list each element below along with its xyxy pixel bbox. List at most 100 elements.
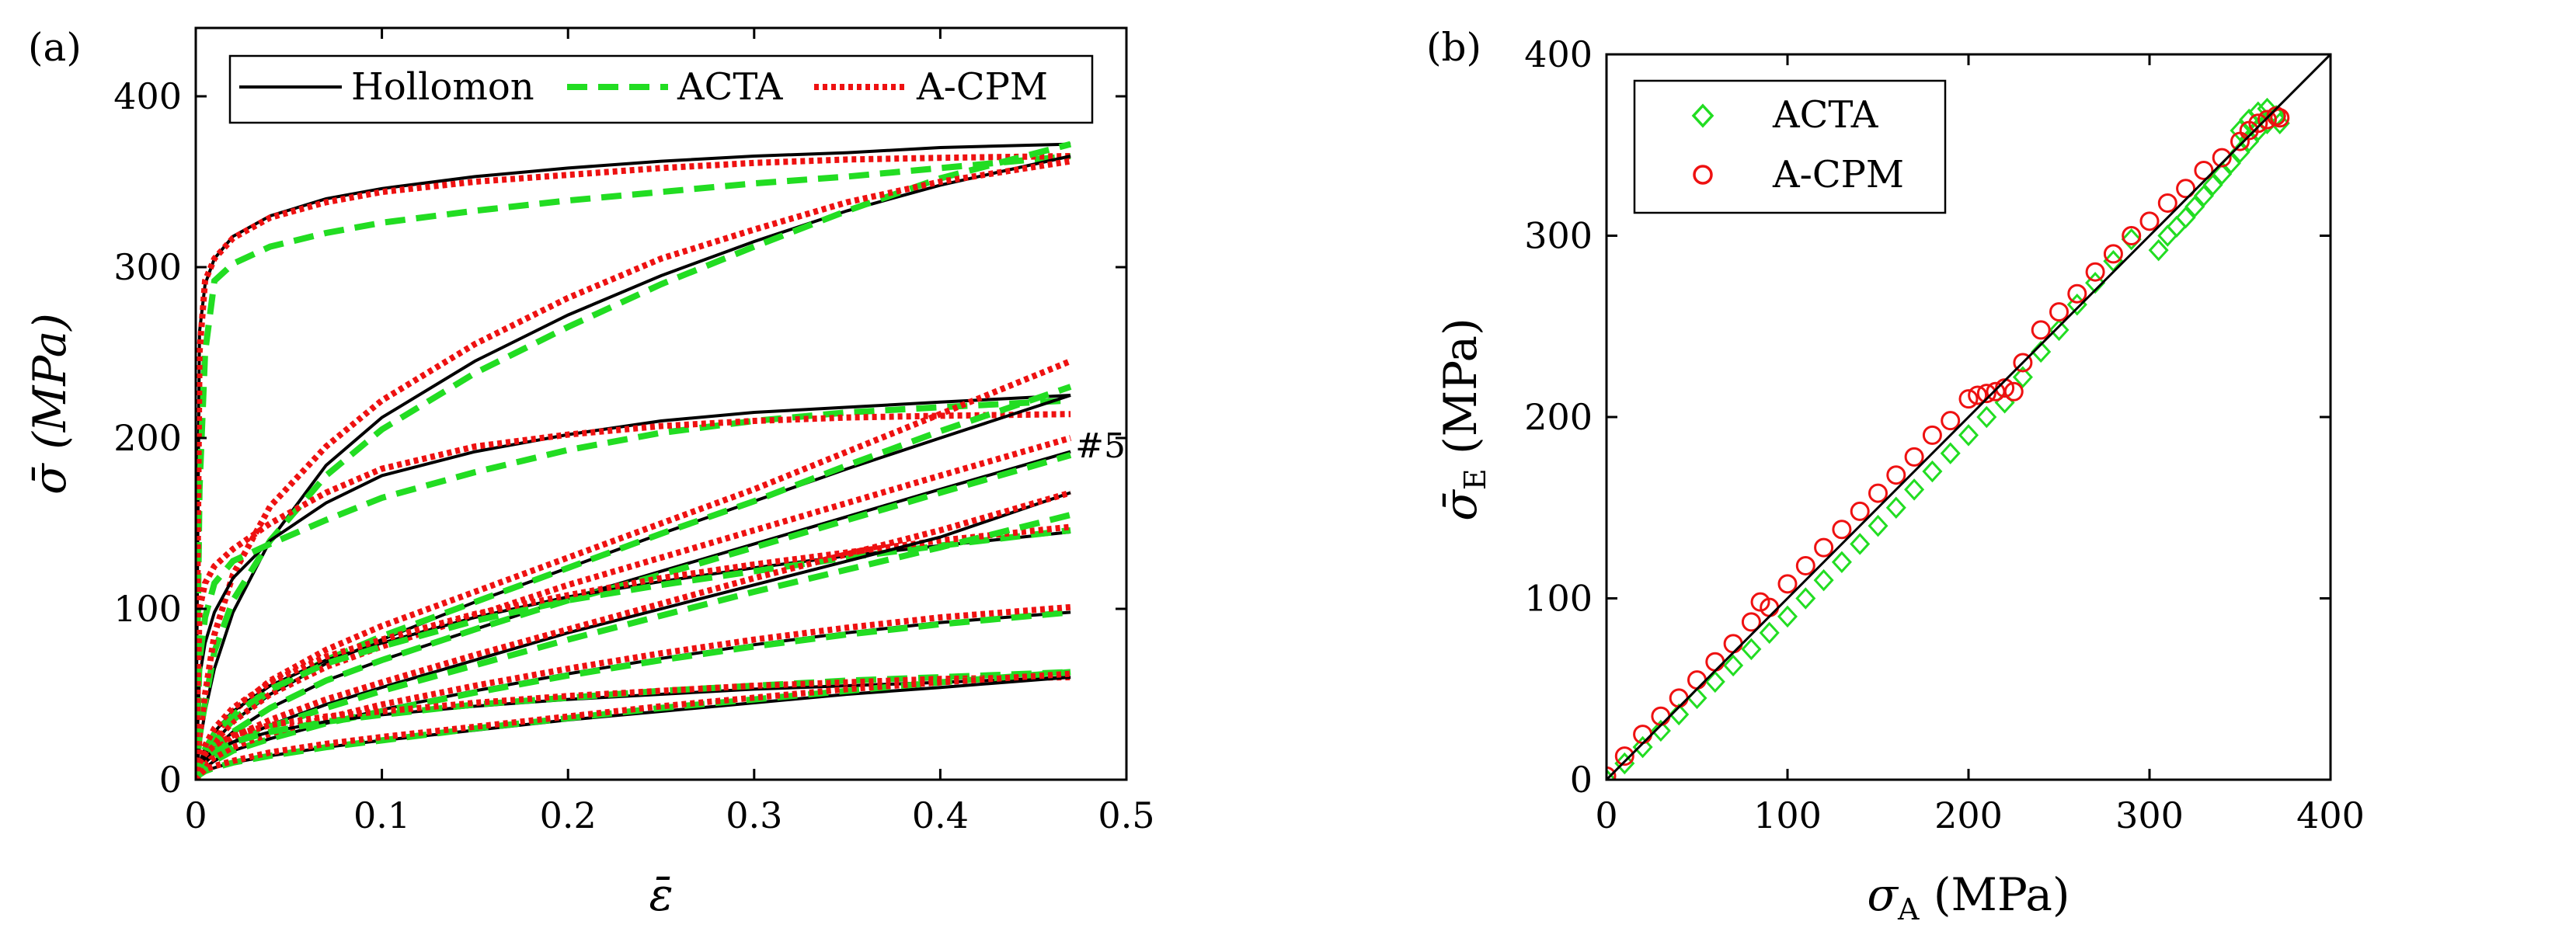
panel-b-legend-box: [1633, 79, 1947, 214]
acta-point: [1885, 496, 1906, 519]
acpm-line-5: [196, 435, 1072, 780]
acta-point: [2230, 119, 2251, 142]
acpm-point: [2157, 193, 2177, 213]
acpm-point: [1850, 501, 1870, 521]
acpm-line-3: [196, 411, 1071, 780]
acpm-point: [2194, 160, 2214, 180]
acta-point: [2269, 112, 2290, 134]
acpm-point: [1795, 555, 1815, 575]
acta-point: [2012, 366, 2033, 388]
acpm-line-7: [196, 489, 1072, 780]
acpm-point: [1922, 425, 1942, 445]
acta-point: [1687, 687, 1707, 710]
acpm-line-2: [196, 158, 1071, 780]
acta-point: [1704, 670, 1725, 694]
panel-a-annotation-curve-5: #5: [1075, 426, 1126, 466]
acta-point: [2175, 206, 2196, 229]
panel-a-ytick-label: 400: [113, 75, 182, 117]
acpm-point: [1958, 389, 1979, 409]
acpm-point: [1941, 411, 1961, 431]
panel-b-xlabel: σA (MPa): [1867, 868, 2070, 926]
acpm-point: [2139, 211, 2160, 231]
panel-a-ytick-label: 300: [113, 246, 182, 288]
panel-a-axes-box: [194, 26, 1128, 781]
panel-b-legend: ACTA A-CPM: [1633, 79, 1947, 214]
acpm-point: [1777, 574, 1798, 594]
acpm-point: [2049, 302, 2069, 322]
acta-line-1: [196, 153, 1071, 780]
acta-point: [1813, 568, 1834, 592]
panel-a-ytick-label: 200: [113, 417, 182, 459]
acpm-line-1: [196, 153, 1071, 780]
panel-b-xtick-label: 300: [2115, 794, 2184, 836]
panel-b-points: [1607, 54, 2331, 780]
acpm-point: [2212, 148, 2232, 168]
acpm-point: [2085, 262, 2105, 282]
panel-a-xtick-label: 0: [184, 794, 207, 836]
panel-b-ytick-label: 200: [1524, 396, 1593, 438]
acpm-point: [2031, 320, 2051, 340]
acpm-point: [2003, 381, 2024, 402]
panel-a-chart: (a) 0 0.1 0.2 0.3 0.4 0.5 0 100 200 300 400 ε̄ σ̄ …: [23, 25, 1155, 921]
panel-a-curves: [196, 141, 1072, 780]
acpm-point: [1904, 447, 1924, 467]
acpm-point: [2067, 283, 2087, 304]
acpm-point: [2270, 108, 2290, 128]
legend-acta-label: ACTA: [677, 65, 784, 109]
hollomon-line-3: [196, 394, 1071, 780]
acpm-point: [1886, 465, 1906, 485]
acpm-point: [1687, 670, 1707, 690]
acta-point: [1614, 752, 1635, 775]
acpm-point: [1607, 766, 1617, 780]
acta-point: [1922, 460, 1943, 483]
acpm-point: [1968, 385, 1988, 405]
acta-point: [1759, 621, 1780, 645]
acpm-line-10: [196, 670, 1071, 780]
panel-b-ticks: 0 100 200 300 400 0 100 200 300 400: [1524, 33, 2365, 836]
panel-b-ytick-label: 0: [1570, 759, 1593, 801]
legend-hollomon-label: Hollomon: [351, 65, 534, 109]
acpm-point: [1633, 725, 1653, 745]
acta-point: [1940, 442, 1961, 464]
legend-acpm-marker: [1693, 165, 1713, 185]
panel-b-label: (b): [1426, 25, 1481, 70]
panel-a-legend: Hollomon ACTA A-CPM: [228, 54, 1094, 124]
panel-a-xtick-label: 0.3: [726, 794, 782, 836]
panel-a-xtick-label: 0.5: [1098, 794, 1154, 836]
acpm-line-8: [196, 603, 1071, 780]
panel-a-xtick-label: 0.1: [353, 794, 410, 836]
acpm-point: [2248, 113, 2268, 134]
panel-b-ylabel: σ̄E (MPa): [1434, 318, 1492, 520]
acpm-point: [2176, 179, 2196, 199]
panel-b-ytick-label: 100: [1524, 578, 1593, 620]
panel-a-legend-box: [228, 54, 1094, 124]
acta-line-10: [196, 669, 1071, 780]
panel-b-ytick-label: 400: [1524, 33, 1593, 75]
acta-point: [1723, 654, 1744, 677]
panel-b-xtick-label: 200: [1934, 794, 2003, 836]
acta-point: [1650, 719, 1671, 742]
acpm-point: [1832, 520, 1852, 540]
acta-point: [2212, 162, 2233, 186]
legend-acpm-label-b: A-CPM: [1772, 153, 1904, 196]
acta-point: [1632, 735, 1653, 759]
legend-acpm-label: A-CPM: [916, 65, 1048, 109]
legend-acta-marker: [1691, 103, 1714, 128]
acta-point: [1904, 478, 1925, 501]
acta-line-4: [196, 384, 1072, 780]
acta-line-7: [196, 512, 1072, 780]
acpm-point: [1614, 746, 1634, 766]
panel-a-xtick-label: 0.2: [540, 794, 597, 836]
acpm-point: [1976, 384, 1996, 404]
panel-a-ticks: 0 0.1 0.2 0.3 0.4 0.5 0 100 200 300 400: [113, 28, 1155, 836]
acpm-point: [1868, 483, 1888, 503]
acta-point: [2166, 215, 2187, 238]
acta-point: [2202, 173, 2223, 196]
acta-point: [1958, 424, 1979, 447]
legend-acta-label-b: ACTA: [1772, 93, 1879, 137]
acpm-point: [1741, 612, 1761, 632]
panel-b-ytick-label: 300: [1524, 215, 1593, 257]
panel-a-xtick-label: 0.4: [912, 794, 969, 836]
panel-b-xtick-label: 0: [1595, 794, 1617, 836]
